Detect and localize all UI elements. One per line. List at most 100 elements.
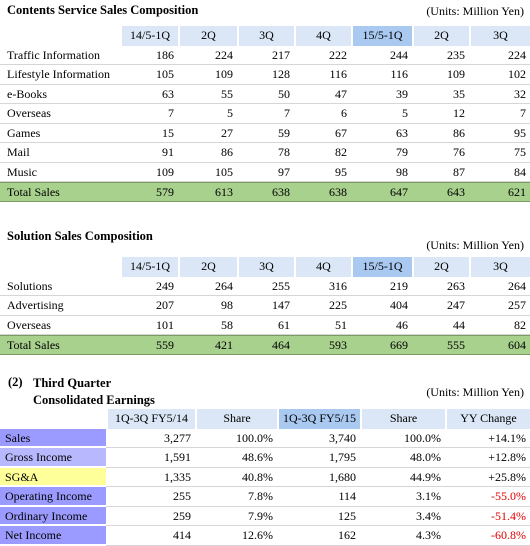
cell-value: 225 [294, 296, 351, 316]
cell-value: 50 [237, 85, 294, 104]
cell-value: 464 [237, 335, 294, 355]
cell-value: 5 [351, 104, 412, 124]
cell-value: 224 [178, 46, 237, 65]
cell-value: 249 [120, 277, 178, 296]
cell-value: 235 [412, 46, 469, 65]
row-label: Sales [0, 428, 106, 448]
row-label: Ordinary Income [0, 506, 106, 526]
column-header: 14/5-1Q [120, 257, 178, 277]
cell-value: 1,591 [106, 448, 195, 468]
cell-value: 638 [237, 182, 294, 202]
column-header: 1Q-3Q FY5/15 [277, 409, 360, 429]
section-number: (2) [8, 375, 23, 389]
cell-value: 647 [351, 182, 412, 202]
cell-value: 244 [351, 46, 412, 65]
cell-value: 76 [412, 143, 469, 163]
cell-value: 47 [294, 85, 351, 104]
cell-value: 128 [237, 65, 294, 85]
cell-value: 100.0% [360, 429, 445, 448]
cell-value: +14.1% [445, 429, 530, 448]
cell-value: 613 [178, 182, 237, 202]
cell-value: 255 [237, 277, 294, 296]
cell-value: 91 [120, 143, 178, 163]
column-header: 3Q [469, 26, 530, 46]
column-header: 14/5-1Q [120, 26, 178, 46]
column-header: 2Q [178, 26, 237, 46]
cell-value: 6 [294, 104, 351, 124]
cell-value: 100.0% [195, 429, 277, 448]
cell-value: 7 [120, 104, 178, 124]
cell-value: 3.1% [360, 487, 445, 507]
cell-value: 12 [412, 104, 469, 124]
cell-value: 35 [412, 85, 469, 104]
units: (Units: Million Yen) [426, 385, 524, 399]
cell-value: -55.0% [445, 487, 530, 507]
cell-value: 102 [469, 65, 530, 85]
cell-value: +25.8% [445, 468, 530, 487]
row-label: Net Income [0, 526, 106, 546]
cell-value: 222 [294, 46, 351, 65]
row-label: Total Sales [0, 182, 120, 202]
row-label: Lifestyle Information [0, 65, 120, 85]
cell-value: 638 [294, 182, 351, 202]
section-title: Solution Sales Composition [7, 229, 153, 243]
cell-value: 51 [294, 316, 351, 335]
cell-value: 224 [469, 46, 530, 65]
cell-value: 147 [237, 296, 294, 316]
cell-value: 116 [294, 65, 351, 85]
cell-value: 82 [469, 316, 530, 335]
cell-value: 7.8% [195, 487, 277, 507]
column-header: 4Q [294, 257, 351, 277]
row-label: Solutions [0, 277, 120, 296]
section-title: Contents Service Sales Composition [7, 3, 199, 17]
cell-value: 7 [469, 104, 530, 124]
cell-value: 555 [412, 335, 469, 355]
cell-value: 86 [412, 124, 469, 143]
cell-value: 79 [351, 143, 412, 163]
cell-value: 125 [277, 507, 360, 526]
row-label: Overseas [0, 316, 120, 335]
cell-value: 414 [106, 526, 195, 546]
column-header: YY Change [445, 409, 530, 429]
cell-value: 98 [351, 163, 412, 182]
column-header: 2Q [412, 26, 469, 46]
cell-value: 207 [120, 296, 178, 316]
cell-value: 44 [412, 316, 469, 335]
cell-value: 95 [469, 124, 530, 143]
cell-value: 44.9% [360, 468, 445, 487]
cell-value: 1,335 [106, 468, 195, 487]
cell-value: 593 [294, 335, 351, 355]
column-header: Share [360, 409, 445, 429]
cell-value: 12.6% [195, 526, 277, 546]
table: 1Q-3Q FY5/14 Share 1Q-3Q FY5/15 Share YY Cha… [0, 409, 530, 546]
units: (Units: Million Yen) [426, 4, 524, 18]
column-header: 3Q [237, 26, 294, 46]
section-title: Third Quarter Consolidated Earnings [33, 376, 155, 407]
cell-value: +12.8% [445, 448, 530, 468]
cell-value: -51.4% [445, 507, 530, 526]
cell-value: 3,740 [277, 429, 360, 448]
cell-value: 219 [351, 277, 412, 296]
cell-value: 63 [351, 124, 412, 143]
cell-value: 55 [178, 85, 237, 104]
table: 14/5-1Q 2Q 3Q 4Q 15/5-1Q 2Q 3Q Traffic Informat… [0, 26, 530, 202]
column-header: 3Q [237, 257, 294, 277]
cell-value: 105 [120, 65, 178, 85]
cell-value: 559 [120, 335, 178, 355]
cell-value: 109 [178, 65, 237, 85]
row-label: SG&A [0, 467, 106, 487]
cell-value: 7 [237, 104, 294, 124]
column-header: 15/5-1Q [351, 26, 412, 46]
column-header: Share [195, 409, 277, 429]
units: (Units: Million Yen) [426, 238, 524, 252]
cell-value: 579 [120, 182, 178, 202]
cell-value: 259 [106, 507, 195, 526]
cell-value: 97 [237, 163, 294, 182]
row-label: Mail [0, 143, 120, 163]
cell-value: 264 [469, 277, 530, 296]
cell-value: 3.4% [360, 507, 445, 526]
cell-value: 316 [294, 277, 351, 296]
cell-value: 59 [237, 124, 294, 143]
column-header: 1Q-3Q FY5/14 [106, 409, 195, 429]
